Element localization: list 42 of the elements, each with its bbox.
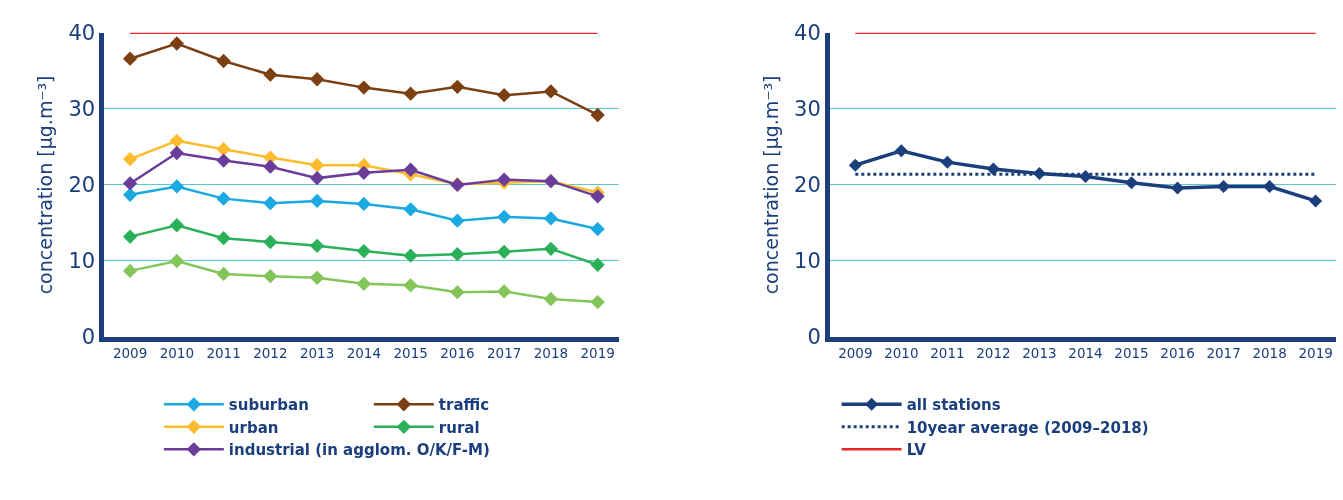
y-tick-label: 20 (794, 173, 821, 198)
legend-label: 10year average (2009–2018) (906, 418, 1149, 437)
x-tick-label: 2016 (1160, 345, 1195, 362)
x-tick-label: 2014 (346, 345, 382, 362)
legend-label: urban (228, 418, 279, 437)
x-tick-label: 2015 (1114, 345, 1149, 362)
x-tick-label: 2012 (976, 345, 1011, 362)
y-axis-title: concentration [μg.m⁻³] (34, 75, 57, 295)
x-tick-label: 2016 (440, 345, 475, 362)
x-tick-label: 2015 (393, 345, 428, 362)
x-tick-label: 2018 (1252, 345, 1287, 362)
x-tick-label: 2010 (884, 345, 919, 362)
y-tick-label: 10 (794, 249, 821, 274)
x-tick-label: 2017 (486, 345, 522, 362)
x-tick-label: 2011 (930, 345, 965, 362)
x-tick-label: 2012 (253, 345, 288, 362)
x-tick-label: 2017 (1206, 345, 1241, 362)
x-tick-label: 2014 (1068, 345, 1103, 362)
y-tick-label: 30 (68, 97, 96, 122)
legend-label: industrial (in agglom. O/K/F-M) (228, 441, 490, 460)
y-tick-label: 0 (81, 325, 96, 350)
legend-label: suburban (228, 396, 309, 415)
y-tick-label: 40 (68, 21, 96, 46)
legend-label: traffic (438, 396, 490, 415)
legend-label: rural (438, 418, 480, 437)
x-tick-label: 2010 (159, 345, 195, 362)
x-tick-label: 2011 (206, 345, 241, 362)
x-tick-label: 2013 (299, 345, 335, 362)
x-tick-label: 2018 (533, 345, 569, 362)
legend-label: LV (906, 441, 927, 460)
y-tick-label: 30 (794, 97, 821, 122)
y-tick-label: 10 (68, 249, 96, 274)
y-tick-label: 20 (68, 173, 96, 198)
x-tick-label: 2009 (838, 345, 873, 362)
x-tick-label: 2013 (1022, 345, 1057, 362)
legend-label: all stations (906, 396, 1001, 415)
x-tick-label: 2009 (112, 345, 148, 362)
y-tick-label: 40 (794, 21, 821, 46)
x-tick-label: 2019 (580, 345, 615, 362)
x-tick-label: 2019 (1298, 345, 1333, 362)
y-tick-label: 0 (807, 325, 821, 350)
y-axis-title: concentration [μg.m⁻³] (759, 75, 782, 295)
